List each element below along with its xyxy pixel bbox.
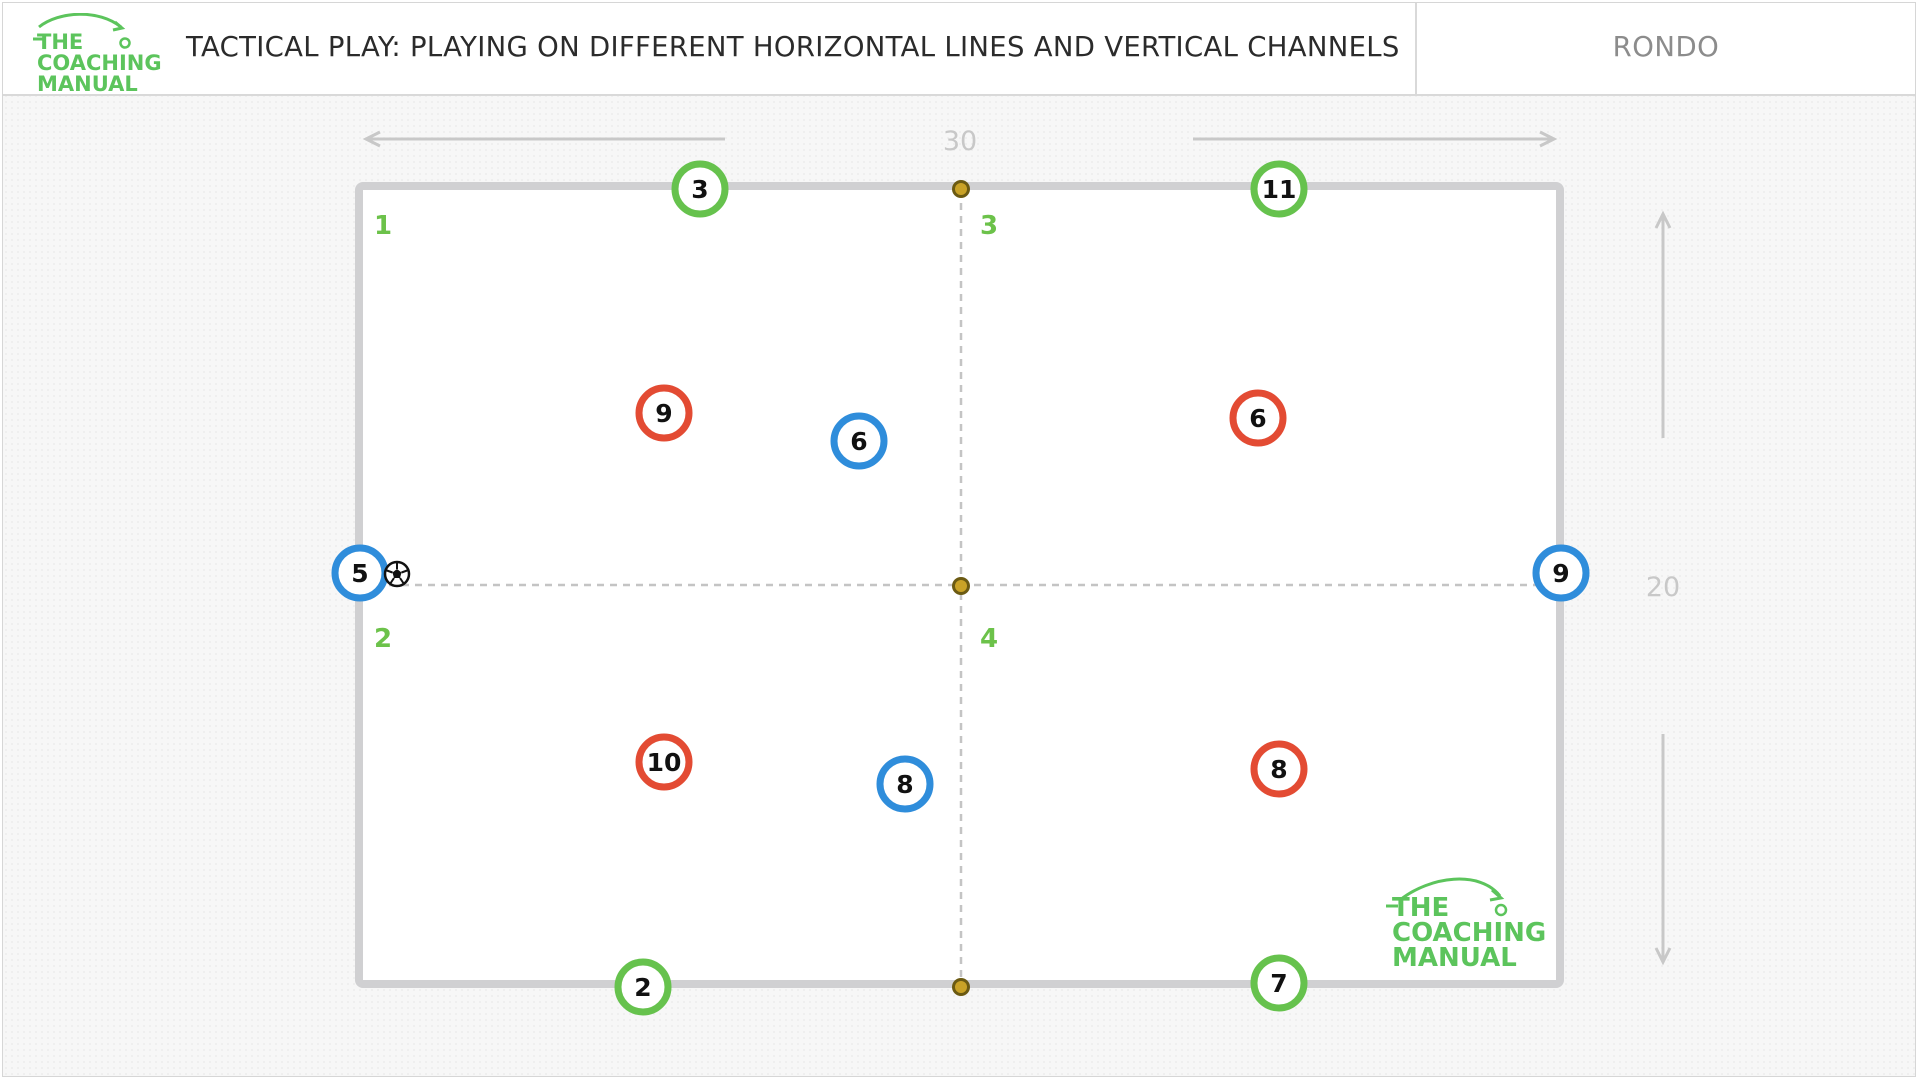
cone-bottom	[952, 978, 970, 996]
zone-label-2: 2	[374, 624, 392, 654]
player-number: 9	[1552, 559, 1569, 588]
player-number: 9	[655, 399, 672, 428]
session-category: RONDO	[1612, 31, 1720, 63]
player-number: 7	[1270, 969, 1287, 998]
player-number: 6	[1249, 404, 1266, 433]
watermark-line-2: COACHING	[1392, 918, 1546, 948]
player-number: 11	[1262, 175, 1297, 204]
height-label: 20	[1646, 572, 1680, 603]
player-blue-8[interactable]: 8	[876, 755, 934, 813]
player-blue-5[interactable]: 5	[331, 544, 389, 602]
player-neutral-11[interactable]: 11	[1250, 160, 1308, 218]
player-neutral-7[interactable]: 7	[1250, 954, 1308, 1012]
player-number: 8	[896, 770, 913, 799]
player-blue-6[interactable]: 6	[830, 412, 888, 470]
zone-label-1: 1	[374, 211, 392, 241]
height-dimension: 20	[1646, 210, 1680, 966]
player-red-8[interactable]: 8	[1250, 740, 1308, 798]
header-divider	[1415, 3, 1417, 96]
player-number: 10	[647, 748, 682, 777]
player-number: 3	[691, 175, 708, 204]
cone-center	[952, 577, 970, 595]
watermark-line-3: MANUAL	[1392, 943, 1517, 973]
page-title: TACTICAL PLAY: PLAYING ON DIFFERENT HORI…	[186, 31, 1400, 63]
arrow-right-icon	[1539, 130, 1558, 148]
width-dimension: 30	[362, 126, 1558, 157]
player-number: 6	[850, 427, 867, 456]
player-blue-9[interactable]: 9	[1532, 544, 1590, 602]
header-bar: THE COACHING MANUAL TACTICAL PLAY: PLAYI…	[3, 3, 1915, 96]
player-number: 5	[351, 559, 368, 588]
player-neutral-2[interactable]: 2	[614, 958, 672, 1016]
arrow-down-icon	[1654, 947, 1672, 966]
logo-line-2: COACHING	[37, 51, 162, 75]
player-red-6[interactable]: 6	[1229, 389, 1287, 447]
player-red-10[interactable]: 10	[635, 733, 693, 791]
player-neutral-3[interactable]: 3	[671, 160, 729, 218]
cone-top	[952, 180, 970, 198]
coaching-manual-logo: THE COACHING MANUAL	[33, 13, 162, 93]
logo-line-1: THE	[37, 30, 83, 54]
arrow-left-icon	[362, 130, 381, 148]
player-number: 2	[634, 973, 651, 1002]
player-number: 8	[1270, 755, 1287, 784]
zone-label-3: 3	[980, 211, 998, 241]
player-red-9[interactable]: 9	[635, 384, 693, 442]
arrow-up-icon	[1654, 210, 1672, 229]
watermark-logo: THE COACHING MANUAL	[1386, 877, 1546, 973]
logo-line-3: MANUAL	[37, 72, 138, 93]
watermark-line-1: THE	[1392, 893, 1449, 923]
width-label: 30	[943, 126, 977, 157]
zone-label-4: 4	[980, 624, 998, 654]
soccer-ball-icon[interactable]	[383, 560, 411, 588]
